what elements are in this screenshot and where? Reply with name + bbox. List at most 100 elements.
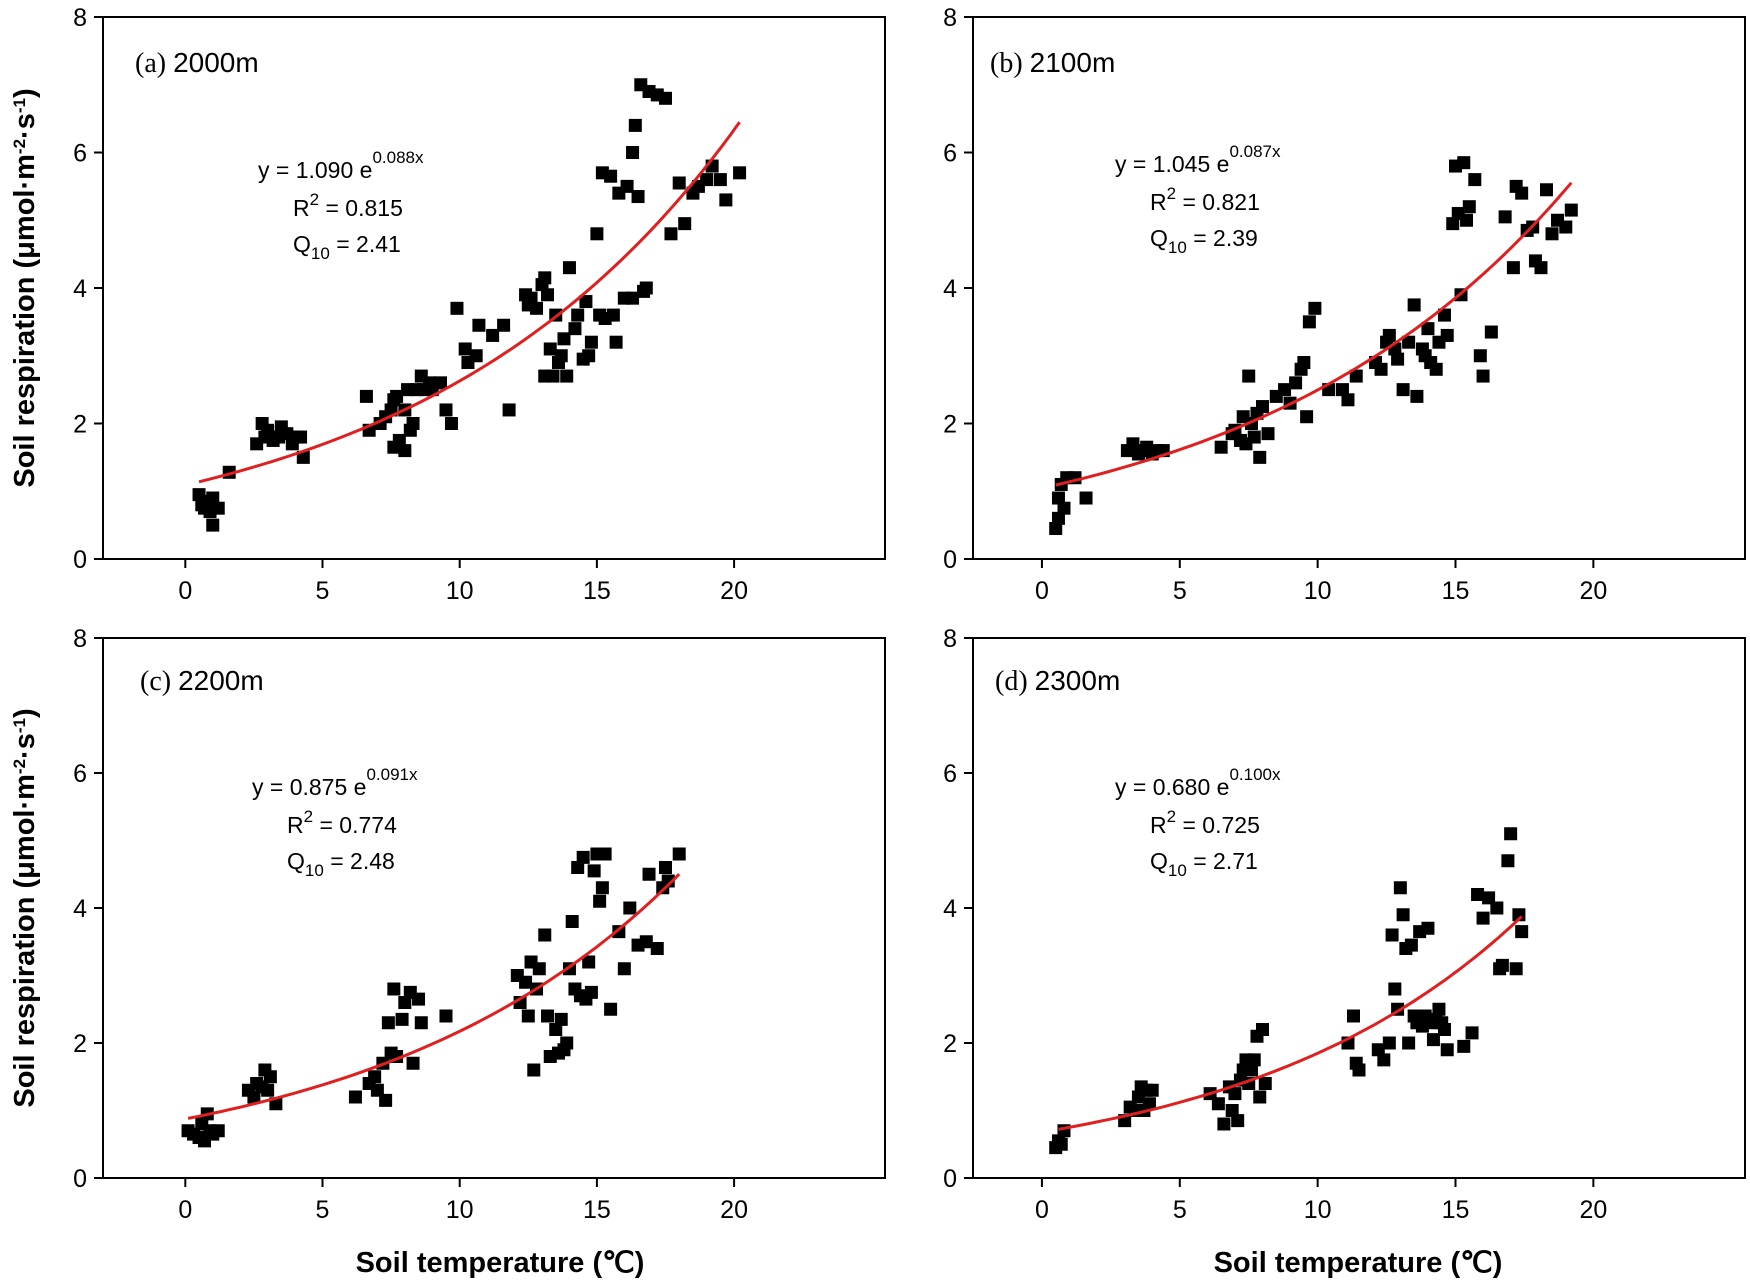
panel-label: (b) 2100m <box>990 47 1115 79</box>
data-point <box>549 1023 563 1036</box>
data-point <box>1253 1090 1267 1104</box>
data-point <box>370 1083 384 1097</box>
data-point <box>664 227 678 241</box>
x-tick-label: 0 <box>178 577 192 605</box>
panel-letter: (d) <box>995 666 1035 697</box>
data-point <box>263 1070 277 1084</box>
x-axis-label-left: Soil temperature (℃) <box>356 1247 645 1279</box>
data-point <box>609 335 623 349</box>
data-point <box>1341 393 1355 407</box>
r-sup: 2 <box>310 190 319 209</box>
data-point <box>1407 298 1421 312</box>
r-value: = 0.774 <box>313 812 397 838</box>
data-point <box>1396 908 1410 922</box>
data-point <box>348 1090 362 1104</box>
data-point <box>1457 1039 1471 1053</box>
data-point <box>626 146 640 159</box>
y-tick-label: 6 <box>943 760 957 788</box>
data-point <box>631 190 645 204</box>
data-point <box>650 942 664 955</box>
panel-letter: (a) <box>135 48 173 79</box>
data-point <box>1432 1002 1446 1016</box>
y-tick-label: 0 <box>73 546 87 574</box>
data-point <box>294 430 308 444</box>
x-tick-label: 10 <box>446 1196 474 1224</box>
data-point <box>590 227 604 241</box>
q-value: = 2.71 <box>1187 848 1258 874</box>
q-sub: 10 <box>1168 861 1187 880</box>
data-point <box>444 417 458 430</box>
data-point <box>1242 369 1256 383</box>
panel-name: 2200m <box>178 665 264 696</box>
panel-a: 0 5 10 15 20 0 2 4 6 8 (a) 2000m y = 1.090 e0.088x R… <box>73 4 886 605</box>
data-points <box>192 78 747 532</box>
data-point <box>387 982 401 996</box>
q-value: = 2.48 <box>324 848 395 874</box>
data-point <box>1244 1063 1258 1077</box>
fit-curve <box>1058 915 1523 1131</box>
data-point <box>1504 827 1518 841</box>
data-point <box>628 118 642 132</box>
data-point <box>1515 925 1529 939</box>
data-point <box>582 349 596 363</box>
data-point <box>626 291 640 305</box>
q-sub: 10 <box>1168 238 1187 257</box>
data-point <box>1495 958 1509 972</box>
q-value: = 2.39 <box>1187 225 1258 251</box>
plot-frame <box>972 637 1746 1179</box>
r-squared: R2 = 0.774 <box>287 807 397 838</box>
x-tick-label: 20 <box>720 1196 748 1224</box>
data-point <box>1426 1033 1440 1047</box>
data-point <box>1231 1114 1245 1128</box>
data-point <box>1374 362 1388 376</box>
data-point <box>1335 383 1349 397</box>
data-points <box>1049 156 1578 536</box>
data-point <box>1421 921 1435 935</box>
data-point <box>1054 1137 1068 1151</box>
q10: Q10 = 2.41 <box>293 231 401 263</box>
data-point <box>593 894 607 908</box>
y-tick-label: 6 <box>73 140 87 168</box>
equation-exponent: 0.091x <box>366 765 418 784</box>
y-tick-label: 2 <box>73 1030 87 1058</box>
x-tick-label: 0 <box>178 1196 192 1224</box>
data-point <box>658 91 672 105</box>
data-point <box>1142 1097 1156 1111</box>
data-point <box>1484 325 1498 339</box>
data-point <box>587 864 601 878</box>
data-point <box>678 217 692 231</box>
data-point <box>414 1016 428 1030</box>
equation-text: y = 1.090 e <box>258 157 372 183</box>
data-point <box>1482 891 1496 905</box>
x-tick-label: 5 <box>316 577 330 605</box>
data-point <box>469 349 483 363</box>
panel-name: 2000m <box>173 47 259 78</box>
data-point <box>1278 383 1292 397</box>
fit-curve <box>1055 181 1573 487</box>
data-point <box>395 1012 409 1026</box>
data-point <box>1501 854 1515 868</box>
q10: Q10 = 2.71 <box>1150 848 1258 880</box>
data-point <box>543 342 557 356</box>
data-point <box>519 975 533 989</box>
data-point <box>1258 1077 1272 1090</box>
q-value: = 2.41 <box>330 231 401 257</box>
q-sub: 10 <box>305 861 324 880</box>
data-point <box>1049 522 1063 536</box>
x-tick-label: 15 <box>583 577 611 605</box>
data-point <box>560 1036 574 1050</box>
data-point <box>206 518 220 532</box>
y-tick-label: 4 <box>73 895 87 923</box>
data-point <box>527 1063 541 1077</box>
y-tick-label: 4 <box>943 275 957 303</box>
data-point <box>497 318 511 332</box>
data-point <box>541 288 555 302</box>
data-point <box>1446 217 1460 231</box>
x-tick-label: 5 <box>316 1196 330 1224</box>
y-tick-label: 8 <box>943 4 957 32</box>
x-tick-label: 10 <box>446 577 474 605</box>
data-point <box>368 1070 382 1084</box>
r-value: = 0.821 <box>1176 189 1260 215</box>
r-sup: 2 <box>1167 184 1176 203</box>
data-point <box>1515 186 1529 200</box>
